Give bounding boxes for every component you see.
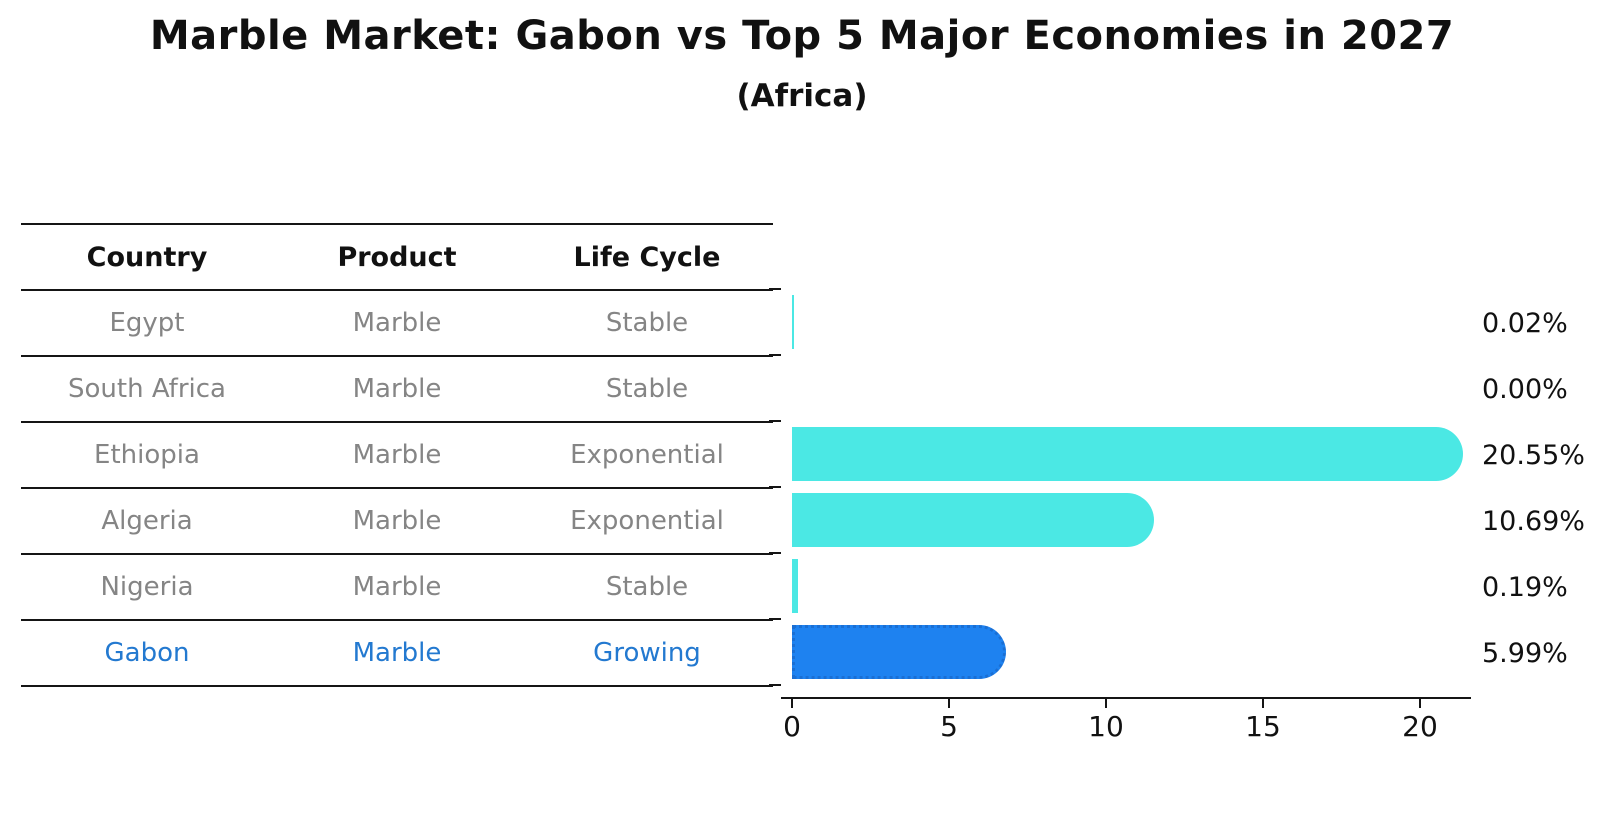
cell-country: Gabon	[104, 638, 190, 668]
table-header-row: Country Product Life Cycle	[21, 223, 773, 291]
x-tick-label: 10	[1088, 710, 1124, 743]
y-tick	[769, 552, 781, 554]
x-tick	[1105, 699, 1107, 708]
cell-product: Marble	[352, 308, 442, 338]
col-header-lifecycle: Life Cycle	[573, 241, 721, 273]
cell-product: Marble	[352, 506, 442, 536]
y-tick	[769, 684, 781, 686]
cell-country: South Africa	[68, 374, 226, 404]
bar-gabon	[792, 625, 1007, 679]
cell-product: Marble	[352, 440, 442, 470]
value-label: 0.02%	[1482, 308, 1568, 339]
chart-subtitle: (Africa)	[736, 78, 868, 114]
table-body: Egypt Marble Stable South Africa Marble Stabl…	[21, 291, 773, 687]
cell-country: Nigeria	[100, 572, 194, 602]
x-tick-label: 20	[1402, 710, 1438, 743]
table-row: Gabon Marble Growing	[21, 621, 773, 687]
x-tick-label: 15	[1245, 710, 1281, 743]
y-tick	[769, 486, 781, 488]
x-tick	[1419, 699, 1421, 708]
x-tick	[791, 699, 793, 708]
bar-ethiopia	[792, 427, 1464, 481]
x-tick-label: 0	[783, 710, 801, 743]
cell-country: Algeria	[101, 506, 193, 536]
value-label: 5.99%	[1482, 638, 1568, 669]
col-header-product: Product	[337, 241, 457, 273]
cell-country: Ethiopia	[94, 440, 200, 470]
cell-lifecycle: Stable	[605, 374, 689, 404]
cell-lifecycle: Exponential	[570, 440, 724, 470]
table-row: Ethiopia Marble Exponential	[21, 423, 773, 489]
y-tick	[769, 618, 781, 620]
cell-product: Marble	[352, 572, 442, 602]
table-row: South Africa Marble Stable	[21, 357, 773, 423]
cell-lifecycle: Stable	[605, 572, 689, 602]
cell-lifecycle: Growing	[593, 638, 701, 668]
data-table: Country Product Life Cycle Egypt Marble St…	[21, 223, 773, 687]
table-row: Nigeria Marble Stable	[21, 555, 773, 621]
table-row: Egypt Marble Stable	[21, 291, 773, 357]
y-tick	[769, 354, 781, 356]
x-tick	[1262, 699, 1264, 708]
cell-lifecycle: Exponential	[570, 506, 724, 536]
cell-lifecycle: Stable	[605, 308, 689, 338]
value-label: 0.19%	[1482, 572, 1568, 603]
bar-algeria	[792, 493, 1154, 547]
y-tick	[769, 420, 781, 422]
bar-nigeria	[792, 559, 798, 613]
bar-egypt	[792, 295, 794, 349]
x-tick	[948, 699, 950, 708]
value-label: 10.69%	[1482, 506, 1585, 537]
cell-product: Marble	[352, 374, 442, 404]
cell-product: Marble	[352, 638, 442, 668]
chart-title: Marble Market: Gabon vs Top 5 Major Econ…	[149, 13, 1455, 59]
x-tick-label: 5	[940, 710, 958, 743]
x-axis-line	[781, 697, 1471, 699]
table-row: Algeria Marble Exponential	[21, 489, 773, 555]
value-label: 20.55%	[1482, 440, 1585, 471]
col-header-country: Country	[86, 241, 208, 273]
cell-country: Egypt	[109, 308, 185, 338]
y-tick	[769, 288, 781, 290]
value-label: 0.00%	[1482, 374, 1568, 405]
